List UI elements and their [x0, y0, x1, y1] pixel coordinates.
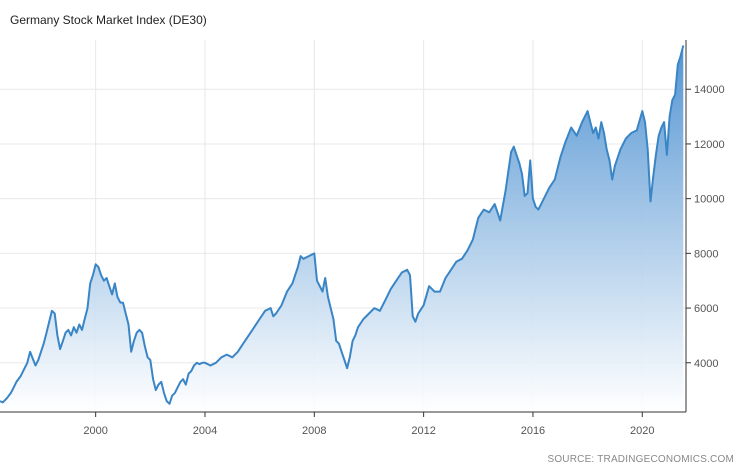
y-tick-label: 4000	[694, 358, 718, 370]
y-tick-label: 10000	[694, 194, 725, 206]
x-axis-labels: 2000 2004 2008 2012 2016 2020	[83, 425, 654, 437]
series-line	[0, 45, 685, 405]
source-label: SOURCE: TRADINGECONOMICS.COM	[547, 454, 734, 465]
x-tick-label: 2020	[630, 425, 654, 437]
y-axis-labels: 4000 6000 8000 10000 12000 14000	[694, 84, 725, 370]
x-tick-label: 2012	[411, 425, 435, 437]
chart-title: Germany Stock Market Index (DE30)	[10, 13, 207, 27]
y-tick-label: 8000	[694, 248, 718, 260]
y-tick-label: 14000	[694, 84, 725, 96]
x-tick-label: 2016	[521, 425, 545, 437]
y-tick-label: 6000	[694, 303, 718, 315]
x-tick-label: 2004	[193, 425, 217, 437]
axes	[0, 40, 691, 417]
x-tick-label: 2000	[83, 425, 107, 437]
x-tick-label: 2008	[302, 425, 326, 437]
y-tick-label: 12000	[694, 139, 725, 151]
series-area	[0, 45, 684, 412]
